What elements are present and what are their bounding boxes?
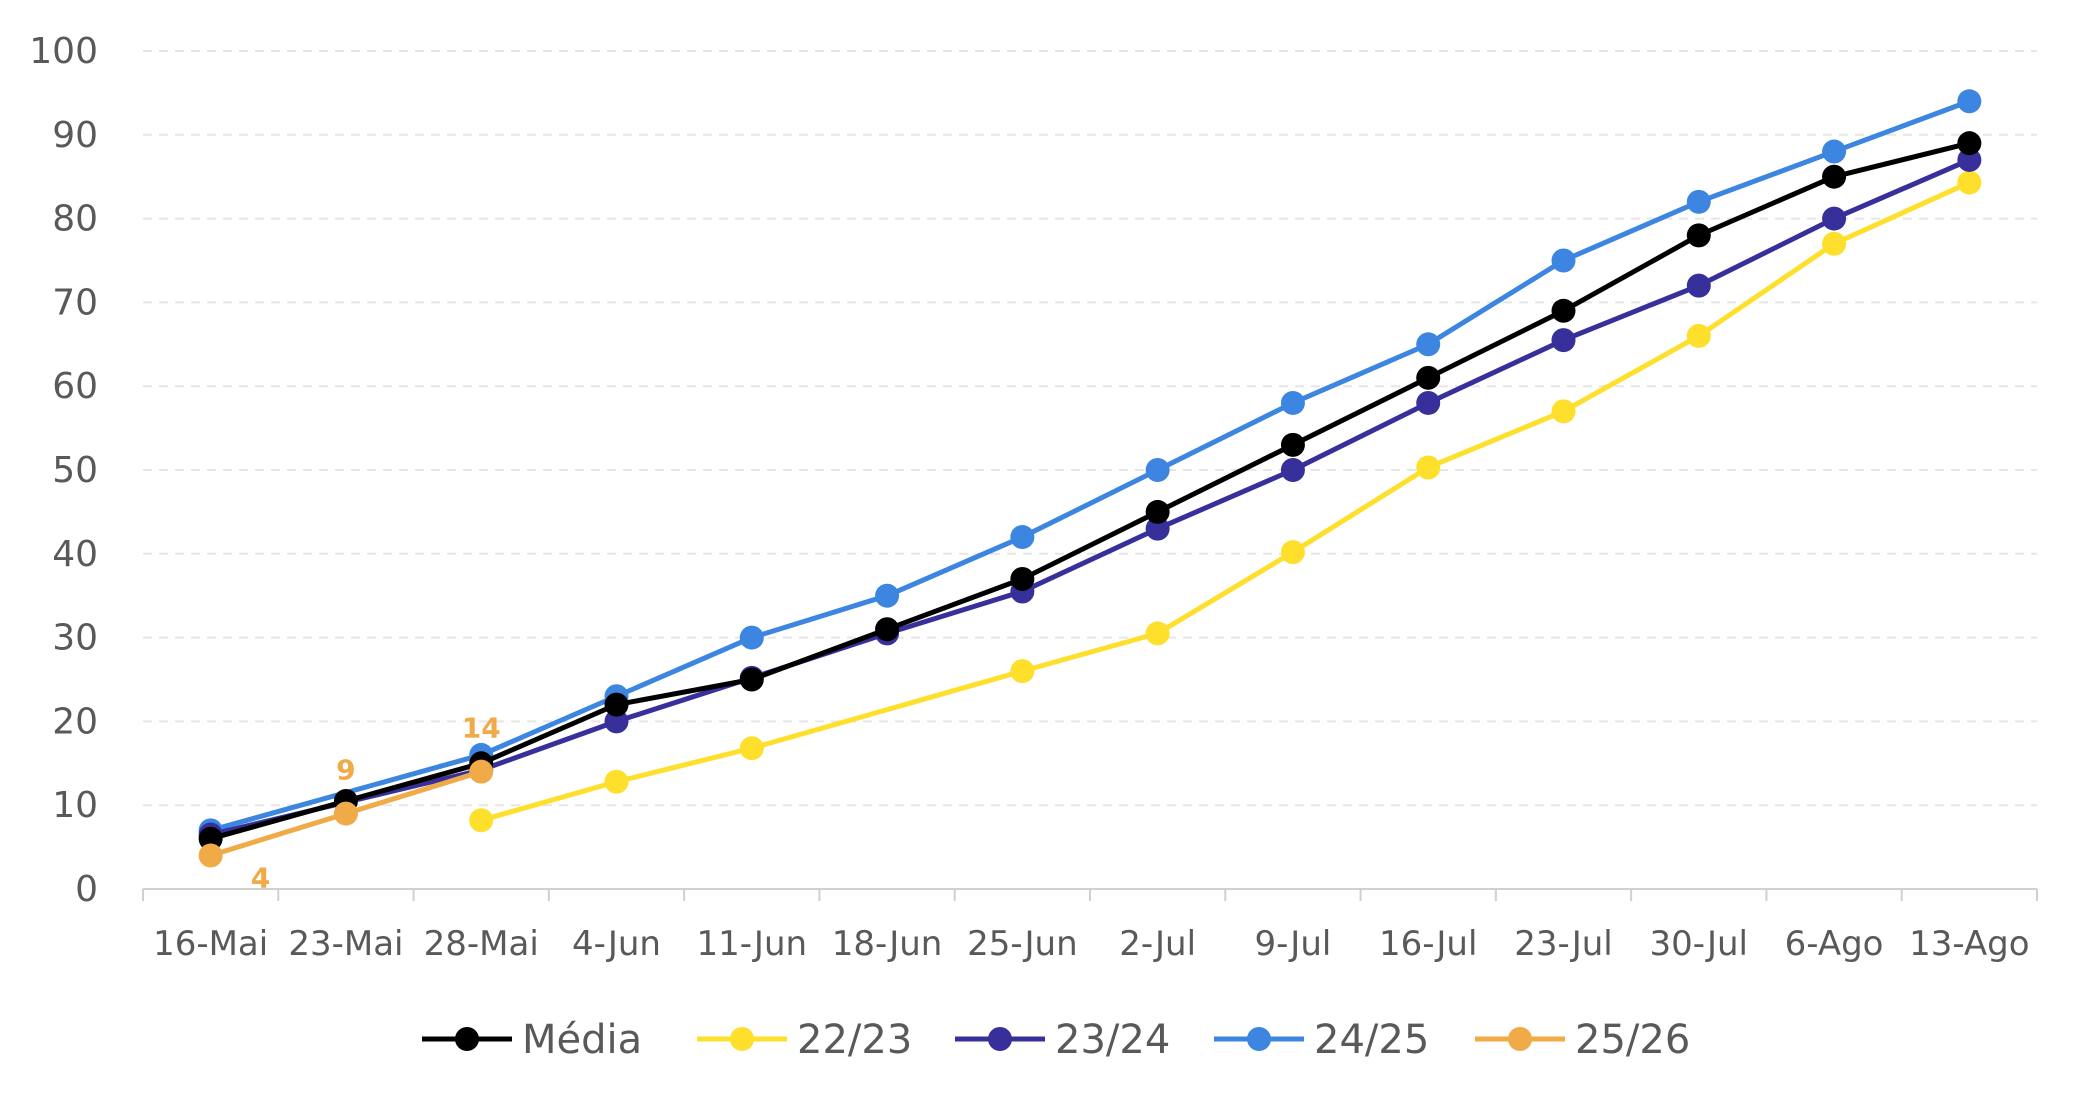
data-label: 9	[336, 754, 355, 787]
series-23-24-point	[1145, 516, 1170, 541]
y-tick-label: 10	[52, 785, 98, 826]
x-tick-label: 9-Jul	[1255, 924, 1332, 964]
legend-label: 24/25	[1314, 1017, 1429, 1063]
series-23-24-point	[1686, 273, 1711, 298]
series-22-23-point	[469, 808, 494, 833]
x-tick-label: 13-Ago	[1909, 924, 2029, 964]
x-tick-label: 28-Mai	[424, 924, 539, 964]
series-24-25-point	[1416, 332, 1441, 357]
legend-item: 24/25	[1214, 1017, 1429, 1063]
legend-item: Média	[422, 1017, 642, 1063]
series-m-dia-line	[209, 140, 1970, 842]
x-tick-label: 4-Jun	[572, 924, 661, 964]
series-m-dia-point	[1957, 131, 1982, 156]
series-m-dia-point	[1822, 164, 1847, 189]
legend-swatch-marker	[1247, 1027, 1271, 1051]
series-23-24-point	[1957, 147, 1982, 172]
series-m-dia-point	[1551, 298, 1576, 323]
series-24-25-point	[739, 625, 764, 650]
series-23-24-point	[1551, 328, 1576, 353]
legend: Média 22/23 23/24 24/25 25/26	[422, 1017, 1690, 1063]
axes	[142, 888, 2038, 901]
y-tick-label: 20	[52, 701, 98, 742]
legend-swatch-marker	[988, 1027, 1012, 1051]
x-tick-label: 16-Mai	[153, 924, 268, 964]
data-label: 14	[462, 712, 501, 745]
series-22-23-point	[1957, 170, 1982, 195]
data-label: 4	[251, 861, 270, 894]
x-tick-label: 16-Jul	[1379, 924, 1477, 964]
series-24-25-point	[1822, 139, 1847, 164]
series-25-26-point	[333, 801, 358, 826]
legend-label: 22/23	[797, 1017, 912, 1063]
series-23-24-point	[1822, 206, 1847, 231]
x-tick-label: 2-Jul	[1119, 924, 1196, 964]
series-24-25-point	[875, 583, 900, 608]
legend-item: 22/23	[697, 1017, 912, 1063]
series-m-dia-point	[1280, 432, 1305, 457]
legend-label: Média	[522, 1017, 642, 1063]
series-22-23-point	[604, 769, 629, 794]
legend-item: 25/26	[1475, 1017, 1690, 1063]
x-tick-label: 25-Jun	[967, 924, 1078, 964]
data-labels: 4 9 14	[251, 712, 501, 895]
y-tick-label: 50	[52, 450, 98, 491]
series-m-dia-point	[1686, 223, 1711, 248]
gridlines	[143, 50, 2037, 807]
series-25-26-point	[469, 759, 494, 784]
legend-item: 23/24	[955, 1017, 1170, 1063]
series-25-26-point	[198, 843, 223, 868]
series-22-23-point	[1010, 659, 1035, 684]
y-tick-labels: 0 10 20 30 40 50 60 70 80 90 100	[29, 31, 98, 910]
y-tick-label: 0	[75, 869, 98, 910]
series-22-23-point	[1145, 621, 1170, 646]
x-tick-label: 18-Jun	[832, 924, 943, 964]
legend-label: 25/26	[1575, 1017, 1690, 1063]
series-m-dia-point	[875, 617, 900, 642]
legend-swatch-marker	[455, 1027, 479, 1051]
series-24-25-point	[1957, 89, 1982, 114]
series-22-23-point	[1416, 455, 1441, 480]
series-m-dia-point	[1010, 566, 1035, 591]
x-tick-label: 23-Jul	[1514, 924, 1612, 964]
x-tick-label: 11-Jun	[697, 924, 808, 964]
series-m-dia-point	[198, 826, 223, 851]
series-24-25-point	[1280, 390, 1305, 415]
series-22-23-point	[1686, 323, 1711, 348]
x-tick-label: 6-Ago	[1785, 924, 1884, 964]
legend-swatch-marker	[730, 1027, 754, 1051]
y-tick-label: 60	[52, 366, 98, 407]
legend-swatch-marker	[1508, 1027, 1532, 1051]
series-m-dia-point	[1145, 499, 1170, 524]
series-22-23-point	[1280, 540, 1305, 565]
y-tick-label: 80	[52, 199, 98, 240]
x-tick-label: 30-Jul	[1650, 924, 1748, 964]
series-24-25-point	[1145, 458, 1170, 482]
series-24-25-point	[1686, 189, 1711, 214]
series-25-26	[198, 759, 494, 868]
x-tick-label: 23-Mai	[288, 924, 403, 964]
series-24-25-point	[1010, 525, 1035, 550]
series-m-dia-point	[604, 692, 629, 717]
series-m-dia-point	[739, 667, 764, 692]
series-23-24-point	[1280, 458, 1305, 482]
series-23-24-point	[604, 709, 629, 734]
series-22-23-point	[1822, 231, 1847, 256]
y-tick-label: 70	[52, 282, 98, 323]
series-24-25-point	[1551, 248, 1576, 273]
series-22-23-point	[1551, 399, 1576, 424]
x-tick-labels: 16-Mai 23-Mai 28-Mai 4-Jun 11-Jun 18-Jun 25-Ju…	[153, 924, 2030, 964]
y-tick-label: 40	[52, 534, 98, 575]
series-group	[198, 89, 1982, 868]
y-tick-label: 30	[52, 618, 98, 659]
series-23-24-point	[1416, 390, 1441, 415]
y-tick-label: 90	[52, 115, 98, 156]
series-m-dia-point	[1416, 365, 1441, 390]
y-tick-label: 100	[29, 31, 98, 72]
series-m-dia	[198, 131, 1982, 851]
series-22-23-point	[739, 736, 764, 761]
series-22-23	[469, 170, 1982, 833]
legend-label: 23/24	[1055, 1017, 1170, 1063]
